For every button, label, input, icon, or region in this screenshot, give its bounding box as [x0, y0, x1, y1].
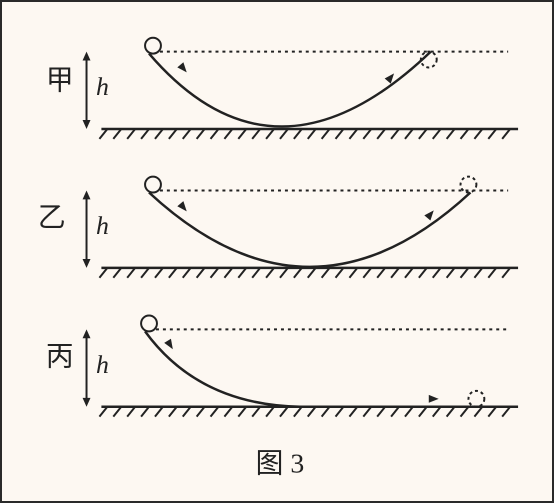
diagram-svg: 甲h乙h丙h图 3 [2, 2, 552, 501]
figure-caption: 图 3 [256, 449, 305, 480]
height-symbol-jia: h [96, 72, 109, 101]
panel-label-bing: 丙 [46, 342, 74, 373]
height-symbol-bing: h [96, 350, 109, 379]
figure-frame: 甲h乙h丙h图 3 [0, 0, 554, 503]
panel-label-yi: 乙 [38, 203, 66, 234]
height-symbol-yi: h [96, 211, 109, 240]
panel-label-jia: 甲 [46, 66, 74, 97]
